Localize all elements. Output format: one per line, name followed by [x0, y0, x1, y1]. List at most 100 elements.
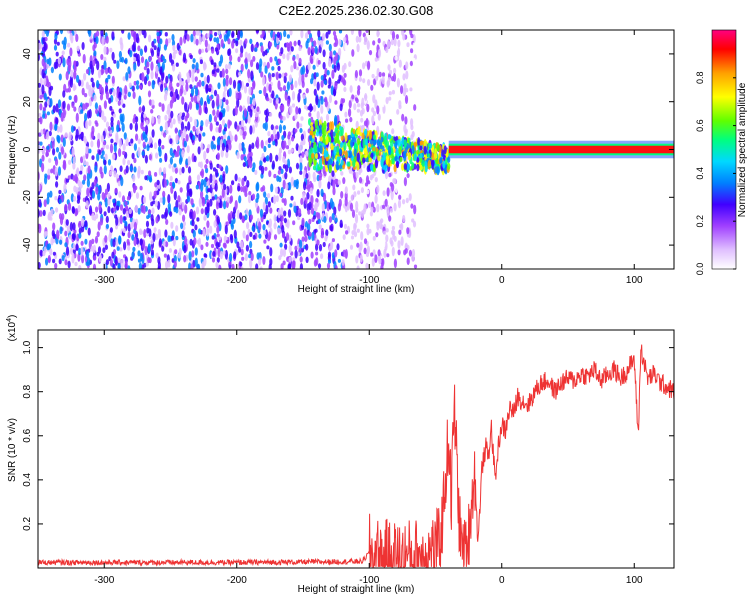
spectrogram-cell	[372, 94, 376, 104]
spectrogram-cell	[419, 140, 423, 146]
spectrogram-cell	[58, 151, 62, 160]
spectrogram-cell	[282, 179, 286, 190]
spectrogram-cell	[225, 165, 229, 174]
spectrogram-cell	[299, 256, 303, 263]
spectrogram-cell	[129, 50, 133, 58]
spectrogram-cell	[95, 122, 99, 127]
spectrogram-cell	[269, 98, 273, 104]
snr-x-tick-label: 100	[626, 575, 643, 586]
spectrogram-cell	[318, 244, 323, 252]
spectrogram-cell	[93, 50, 97, 57]
spectrogram-cell	[243, 175, 247, 182]
spectrogram-cell	[348, 134, 352, 140]
spectrogram-cell	[389, 237, 393, 245]
spectrogram-cell	[72, 248, 76, 254]
spectrogram-cell	[124, 220, 128, 227]
spectrogram-cell	[260, 139, 264, 149]
spectrogram-cell	[157, 57, 162, 64]
spectrogram-cell	[344, 42, 348, 51]
spectrogram-cell	[319, 145, 323, 154]
spectrogram-cell	[129, 165, 133, 172]
spectrogram-cell	[314, 201, 318, 212]
spectrogram-cell	[225, 77, 229, 87]
spectrogram-cell	[268, 83, 272, 92]
spectrogram-cell	[93, 94, 97, 102]
spectrogram-cell	[322, 165, 326, 175]
spectrogram-cell	[103, 46, 107, 55]
spectrogram-cell	[319, 136, 323, 142]
spectrogram-cell	[283, 140, 287, 149]
spectrogram-cell	[308, 218, 312, 225]
spectrogram-cell	[224, 64, 229, 70]
spectrogram-cell	[414, 141, 418, 147]
spectrogram-cell	[412, 57, 416, 67]
spectrogram-cell	[282, 116, 286, 121]
spectrogram-cell	[196, 174, 201, 181]
spectrogram-cell	[44, 101, 48, 108]
spectrogram-cell	[338, 164, 343, 170]
spectrogram-cell	[49, 85, 54, 91]
spectrogram-cell	[137, 250, 141, 257]
spectrogram-cell	[210, 243, 215, 249]
spectrogram-cell	[105, 215, 109, 223]
spectrogram-cell	[111, 31, 115, 40]
spectrogram-cell	[382, 154, 386, 160]
spectrogram-cell	[192, 229, 196, 238]
spectrogram-cell	[324, 96, 328, 103]
spectrogram-cell	[137, 207, 141, 215]
spectrogram-cell	[288, 256, 292, 263]
spectrogram-cell	[332, 131, 336, 137]
spectrogram-cell	[355, 171, 359, 179]
spectrogram-cell	[229, 77, 233, 86]
spectrogram-cell	[189, 54, 193, 60]
spectrogram-cell	[133, 80, 137, 86]
spectrogram-cell	[195, 62, 199, 71]
spectrogram-cell	[205, 158, 209, 164]
spectrogram-cell	[390, 140, 394, 148]
spectrogram-cell	[215, 201, 220, 210]
spectrogram-cell	[70, 125, 75, 133]
spectrogram-cell	[90, 140, 94, 148]
spectrogram-cell	[283, 30, 287, 38]
spectrogram-cell	[352, 171, 357, 180]
spectrogram-cell	[307, 209, 311, 215]
spectrogram-cell	[236, 241, 240, 249]
spectrogram-cell	[159, 38, 163, 45]
spectrogram-cell	[239, 212, 243, 220]
spectrogram-cell	[215, 261, 219, 268]
spectrogram-cell	[85, 145, 89, 155]
spectrogram-cell	[54, 158, 59, 166]
spectrogram-cell	[387, 80, 391, 87]
spectrogram-cell	[65, 219, 69, 226]
spectrogram-cell	[78, 247, 82, 256]
spectrogram-cell	[404, 207, 409, 214]
spectrogram-cell	[141, 72, 145, 82]
spectrogram-cell	[268, 231, 272, 240]
spectrogram-marks	[38, 30, 674, 269]
spectrogram-cell	[131, 152, 135, 160]
spectrogram-cell	[376, 105, 380, 115]
spectrogram-cell	[192, 58, 196, 64]
spectrogram-cell	[393, 178, 397, 185]
spectrogram-cell	[90, 130, 95, 140]
spectrogram-cell	[413, 264, 418, 269]
spectrogram-cell	[273, 194, 277, 205]
spectrogram-cell	[352, 184, 356, 191]
spectrogram-cell	[116, 205, 120, 211]
spectrogram-cell	[388, 215, 392, 222]
spectrogram-cell	[397, 262, 401, 269]
spectrogram-cell	[233, 229, 237, 239]
spectrogram-cell	[216, 225, 220, 234]
spectrogram-cell	[213, 115, 218, 123]
spectrogram-cell	[56, 126, 61, 133]
spectrogram-cell	[315, 251, 319, 256]
spectrogram-cell	[149, 143, 153, 148]
spectrogram-cell	[400, 236, 404, 247]
spectrogram-cell	[48, 130, 52, 137]
spectrogram-cell	[383, 30, 387, 36]
spectrogram-cell	[243, 156, 247, 162]
spectrogram-cell	[114, 187, 118, 194]
spectrogram-cell	[180, 222, 184, 230]
figure-title: C2E2.2025.236.02.30.G08	[279, 3, 434, 18]
spectrogram-cell	[377, 113, 381, 121]
